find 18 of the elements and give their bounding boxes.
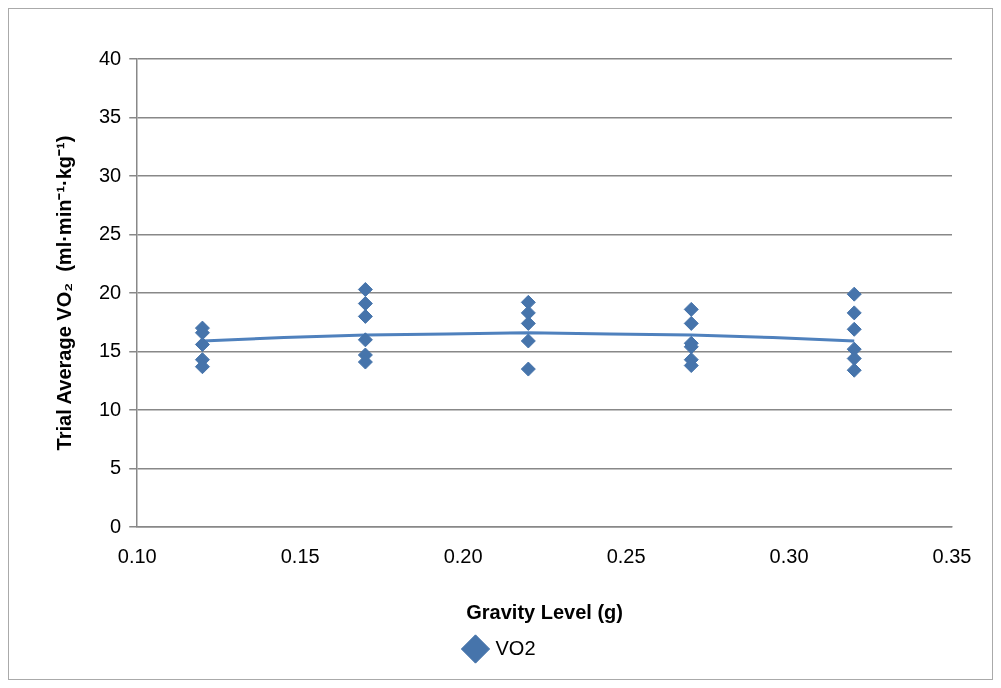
y-tick-label: 40: [99, 46, 122, 69]
y-tick-label: 30: [99, 163, 122, 186]
x-tick-label: 0.30: [769, 544, 809, 567]
x-axis-title: Gravity Level (g): [466, 600, 623, 623]
x-tick-label: 0.25: [606, 544, 646, 567]
x-tick-label: 0.10: [117, 544, 157, 567]
y-tick-label: 0: [110, 514, 122, 537]
y-tick-label: 35: [99, 105, 122, 128]
y-tick-label: 15: [99, 339, 122, 362]
x-tick-label: 0.35: [932, 544, 972, 567]
x-tick-label: 0.20: [443, 544, 483, 567]
x-tick-label: 0.15: [280, 544, 320, 567]
y-tick-label: 5: [110, 456, 122, 479]
legend-label: VO2: [495, 636, 536, 659]
y-tick-label: 25: [99, 222, 122, 245]
y-axis-title: Trial Average VO₂ (ml·min⁻¹·kg⁻¹): [52, 135, 75, 451]
y-tick-label: 10: [99, 397, 122, 420]
y-tick-label: 20: [99, 280, 122, 303]
